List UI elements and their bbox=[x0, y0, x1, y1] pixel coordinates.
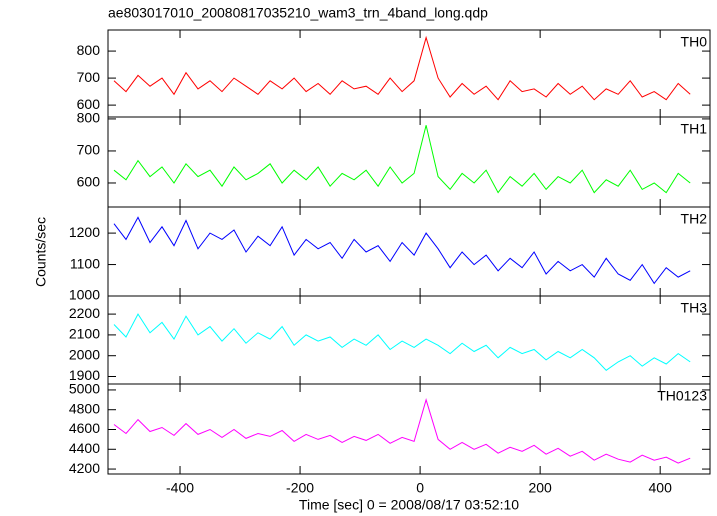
light-curve bbox=[113, 35, 691, 101]
y-tick-label: 4200 bbox=[69, 460, 100, 476]
y-tick-label: 2200 bbox=[69, 305, 100, 321]
y-tick-label: 1000 bbox=[69, 287, 100, 303]
panel-label: TH0 bbox=[681, 34, 708, 50]
y-tick-label: 700 bbox=[77, 69, 101, 85]
x-tick-label: 400 bbox=[649, 480, 673, 496]
y-tick-label: 600 bbox=[77, 174, 101, 190]
x-tick-label: -400 bbox=[166, 480, 194, 496]
x-tick-label: 200 bbox=[528, 480, 552, 496]
panel-frame bbox=[107, 29, 711, 118]
light-curve bbox=[113, 398, 691, 464]
panel-frame bbox=[107, 295, 711, 385]
x-tick-label: -200 bbox=[286, 480, 314, 496]
y-tick-label: 800 bbox=[77, 42, 101, 58]
panel-frame bbox=[107, 206, 711, 297]
light-curve bbox=[113, 313, 691, 371]
chart-title: ae803017010_20080817035210_wam3_trn_4ban… bbox=[108, 5, 488, 21]
light-curve bbox=[113, 216, 691, 285]
y-tick-label: 800 bbox=[77, 110, 101, 126]
y-tick-label: 1200 bbox=[69, 224, 100, 240]
y-tick-label: 5000 bbox=[69, 381, 100, 397]
y-tick-label: 2000 bbox=[69, 346, 100, 362]
y-tick-label: 2100 bbox=[69, 326, 100, 342]
y-tick-label: 4600 bbox=[69, 420, 100, 436]
light-curve bbox=[113, 125, 691, 194]
y-tick-label: 1100 bbox=[70, 255, 100, 271]
x-tick-label: 0 bbox=[416, 480, 424, 496]
y-tick-label: 600 bbox=[77, 96, 101, 112]
panel-frame bbox=[107, 383, 711, 475]
y-tick-label: 700 bbox=[77, 142, 101, 158]
y-tick-label: 4800 bbox=[69, 400, 100, 416]
panel-frame bbox=[107, 116, 711, 208]
panel-label: TH3 bbox=[681, 300, 708, 316]
y-tick-label: 1900 bbox=[69, 367, 100, 383]
panel-label: TH1 bbox=[681, 121, 708, 137]
panel-label: TH0123 bbox=[657, 388, 707, 404]
y-tick-label: 4400 bbox=[69, 440, 100, 456]
y-axis-label: Counts/sec bbox=[33, 217, 49, 287]
x-axis-label: Time [sec] 0 = 2008/08/17 03:52:10 bbox=[299, 497, 519, 513]
panel-label: TH2 bbox=[681, 211, 708, 227]
